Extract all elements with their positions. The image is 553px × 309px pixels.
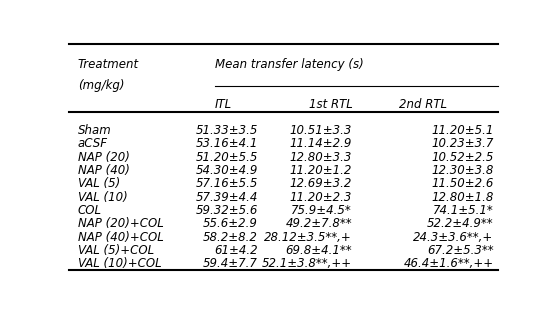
Text: 11.20±1.2: 11.20±1.2 [290, 164, 352, 177]
Text: 57.39±4.4: 57.39±4.4 [195, 191, 258, 204]
Text: NAP (20)+COL: NAP (20)+COL [77, 217, 164, 230]
Text: ITL: ITL [215, 98, 232, 111]
Text: Sham: Sham [77, 124, 112, 137]
Text: 24.3±3.6**,+: 24.3±3.6**,+ [413, 231, 493, 243]
Text: 59.32±5.6: 59.32±5.6 [195, 204, 258, 217]
Text: 12.80±3.3: 12.80±3.3 [290, 150, 352, 163]
Text: 46.4±1.6**,++: 46.4±1.6**,++ [403, 257, 493, 270]
Text: 10.51±3.3: 10.51±3.3 [290, 124, 352, 137]
Text: (mg/kg): (mg/kg) [77, 79, 124, 92]
Text: 10.52±2.5: 10.52±2.5 [431, 150, 493, 163]
Text: 51.33±3.5: 51.33±3.5 [195, 124, 258, 137]
Text: VAL (10)+COL: VAL (10)+COL [77, 257, 161, 270]
Text: 49.2±7.8**: 49.2±7.8** [285, 217, 352, 230]
Text: 69.8±4.1**: 69.8±4.1** [285, 244, 352, 257]
Text: 11.20±2.3: 11.20±2.3 [290, 191, 352, 204]
Text: NAP (40): NAP (40) [77, 164, 129, 177]
Text: NAP (20): NAP (20) [77, 150, 129, 163]
Text: 61±4.2: 61±4.2 [214, 244, 258, 257]
Text: 28.12±3.5**,+: 28.12±3.5**,+ [264, 231, 352, 243]
Text: 54.30±4.9: 54.30±4.9 [195, 164, 258, 177]
Text: 53.16±4.1: 53.16±4.1 [195, 137, 258, 150]
Text: 10.23±3.7: 10.23±3.7 [431, 137, 493, 150]
Text: VAL (5): VAL (5) [77, 177, 120, 190]
Text: 74.1±5.1*: 74.1±5.1* [432, 204, 493, 217]
Text: Mean transfer latency (s): Mean transfer latency (s) [215, 58, 363, 71]
Text: 52.2±4.9**: 52.2±4.9** [427, 217, 493, 230]
Text: VAL (5)+COL: VAL (5)+COL [77, 244, 154, 257]
Text: 57.16±5.5: 57.16±5.5 [195, 177, 258, 190]
Text: 11.20±5.1: 11.20±5.1 [431, 124, 493, 137]
Text: 52.1±3.8**,++: 52.1±3.8**,++ [262, 257, 352, 270]
Text: 75.9±4.5*: 75.9±4.5* [291, 204, 352, 217]
Text: 58.2±8.2: 58.2±8.2 [203, 231, 258, 243]
Text: VAL (10): VAL (10) [77, 191, 127, 204]
Text: COL: COL [77, 204, 102, 217]
Text: NAP (40)+COL: NAP (40)+COL [77, 231, 164, 243]
Text: 67.2±5.3**: 67.2±5.3** [427, 244, 493, 257]
Text: 12.80±1.8: 12.80±1.8 [431, 191, 493, 204]
Text: 12.69±3.2: 12.69±3.2 [290, 177, 352, 190]
Text: 1st RTL: 1st RTL [309, 98, 353, 111]
Text: 2nd RTL: 2nd RTL [399, 98, 447, 111]
Text: 11.14±2.9: 11.14±2.9 [290, 137, 352, 150]
Text: 51.20±5.5: 51.20±5.5 [195, 150, 258, 163]
Text: 11.50±2.6: 11.50±2.6 [431, 177, 493, 190]
Text: 59.4±7.7: 59.4±7.7 [203, 257, 258, 270]
Text: Treatment: Treatment [77, 58, 139, 71]
Text: 55.6±2.9: 55.6±2.9 [203, 217, 258, 230]
Text: aCSF: aCSF [77, 137, 108, 150]
Text: 12.30±3.8: 12.30±3.8 [431, 164, 493, 177]
